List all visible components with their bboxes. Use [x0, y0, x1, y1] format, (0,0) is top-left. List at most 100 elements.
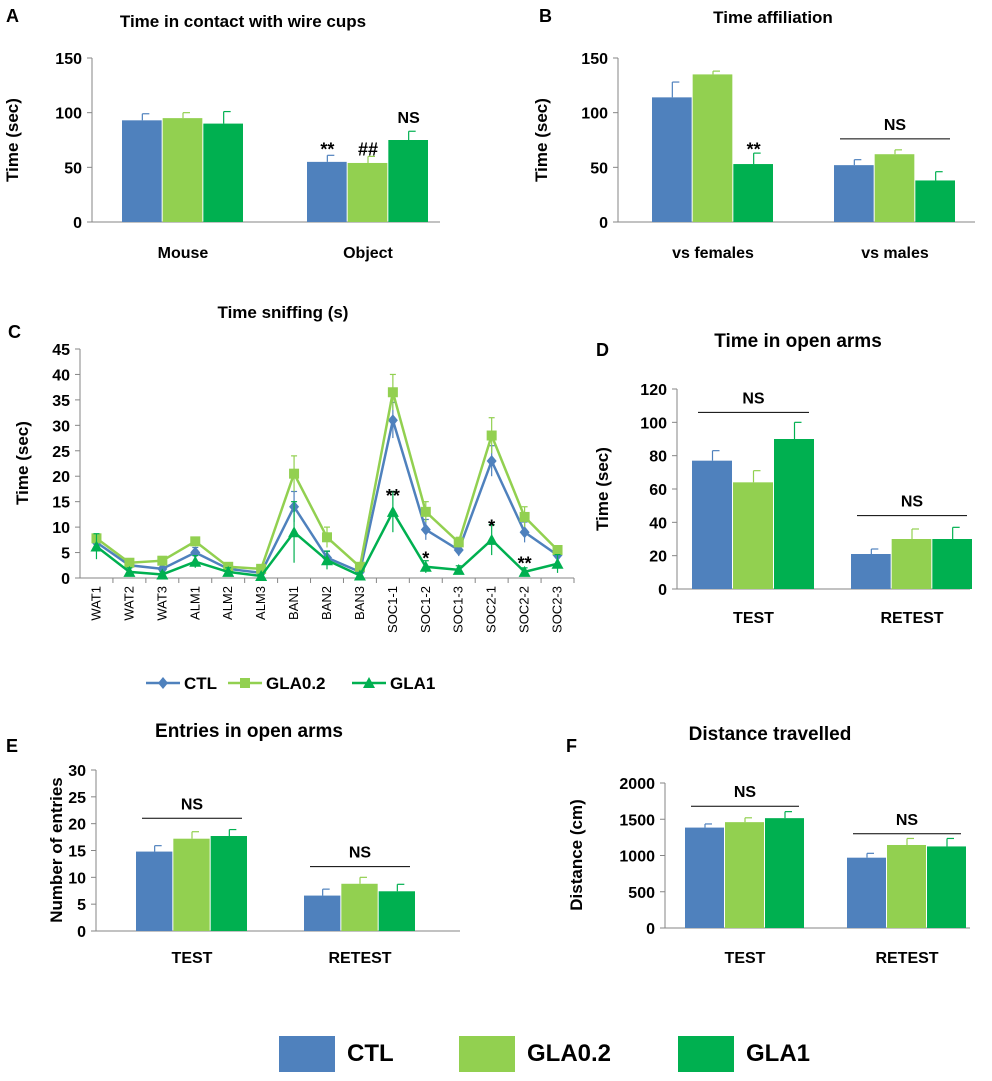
significance-label: ## — [358, 140, 378, 160]
point-gla1 — [189, 555, 202, 567]
bar-gla1-vs-males — [915, 180, 955, 222]
y-tick-label: 30 — [68, 763, 86, 780]
x-tick-label: WAT1 — [88, 586, 103, 621]
bar-ctl-retest — [847, 857, 886, 928]
legend-marker-ctl — [158, 677, 168, 689]
chart-title: Distance travelled — [689, 724, 852, 745]
y-tick-label: 5 — [77, 897, 86, 914]
point-gla0.2 — [256, 563, 267, 574]
ns-label: NS — [734, 784, 757, 801]
y-tick-label: 50 — [590, 160, 608, 177]
bar-gla0.2-test — [725, 822, 764, 928]
point-gla1 — [222, 565, 235, 577]
significance-label: ** — [747, 140, 761, 160]
bar-gla1-retest — [932, 539, 972, 589]
legend-label: GLA0.2 — [266, 674, 326, 693]
bar-gla0.2-vs-females — [692, 74, 733, 223]
x-tick-label: ALM2 — [220, 586, 235, 620]
bar-ctl-retest — [851, 554, 891, 589]
bar-gla1-retest — [927, 846, 966, 928]
y-tick-label: 20 — [52, 469, 70, 486]
point-gla1 — [518, 565, 531, 577]
bar-gla1-test — [765, 818, 804, 928]
significance-label: * — [488, 517, 495, 537]
bar-gla1-test — [774, 439, 814, 589]
x-tick-label: SOC1-3 — [451, 586, 466, 633]
point-gla0.2 — [157, 555, 168, 566]
point-gla1 — [321, 554, 333, 566]
x-tick-label: ALM1 — [187, 586, 202, 620]
point-gla1 — [419, 560, 432, 572]
y-tick-label: 100 — [55, 106, 82, 123]
panel-E: E Entries in open arms Number of entries 0 5… — [6, 721, 460, 967]
y-tick-label: 40 — [649, 515, 667, 532]
point-gla0.2 — [124, 557, 135, 568]
bar-ctl-mouse — [122, 120, 162, 222]
bar-ctl-vs-males — [834, 165, 874, 222]
y-tick-label: 10 — [68, 870, 86, 887]
y-tick-label: 25 — [52, 444, 70, 461]
significance-label: ** — [320, 140, 334, 160]
x-tick-label: SOC1-2 — [418, 586, 433, 633]
legend-label-gla0.2: GLA0.2 — [527, 1040, 612, 1067]
x-tick-label: SOC1-1 — [385, 586, 400, 633]
y-tick-label: 15 — [68, 844, 86, 861]
panel-label: C — [8, 322, 21, 342]
ns-label: NS — [884, 117, 907, 134]
x-tick-label: WAT3 — [154, 586, 169, 621]
point-ctl — [519, 526, 530, 539]
ns-label: NS — [181, 796, 204, 813]
bar-gla0.2-retest — [891, 539, 932, 589]
legend-marker-gla1 — [363, 677, 375, 688]
point-gla1 — [255, 569, 268, 581]
legend-swatch-gla1 — [678, 1036, 734, 1072]
y-tick-label: 15 — [52, 495, 70, 512]
category-label: TEST — [725, 950, 766, 967]
significance-label: NS — [398, 110, 421, 127]
chart-title: Entries in open arms — [155, 721, 343, 742]
bar-ctl-test — [136, 851, 173, 931]
y-axis-label: Time (sec) — [532, 98, 551, 182]
significance-label: ** — [386, 486, 400, 506]
line-chart-legend: CTL GLA0.2 GLA1 — [146, 674, 435, 693]
bar-ctl-object — [307, 161, 347, 222]
ns-label: NS — [349, 845, 372, 862]
bar-gla1-mouse — [203, 123, 243, 222]
legend-marker-gla0.2 — [240, 678, 250, 688]
point-gla1 — [90, 540, 103, 552]
panel-B: B Time affiliation Time (sec) 0 50 100 150 vs f… — [532, 6, 975, 262]
bar-ctl-test — [692, 460, 732, 589]
y-tick-label: 80 — [649, 449, 667, 466]
y-tick-label: 60 — [649, 482, 667, 499]
point-gla0.2 — [552, 545, 563, 556]
point-gla0.2 — [354, 561, 365, 572]
category-label: Mouse — [158, 245, 209, 262]
significance-label: ** — [518, 554, 532, 574]
point-ctl — [387, 414, 398, 427]
ns-label: NS — [742, 390, 765, 407]
bar-gla0.2-vs-males — [874, 154, 915, 222]
x-tick-label: BAN3 — [352, 586, 367, 620]
bar-gla1-test — [210, 836, 247, 931]
ns-label: NS — [901, 494, 924, 511]
y-axis-label: Time (sec) — [593, 447, 612, 531]
x-tick-label: ALM3 — [253, 586, 268, 620]
y-tick-label: 0 — [646, 921, 655, 938]
point-gla1 — [353, 569, 366, 581]
x-tick-label: SOC2-3 — [550, 586, 565, 633]
panel-label: D — [596, 340, 609, 360]
y-axis-label: Time (sec) — [13, 421, 32, 505]
point-gla1 — [386, 505, 399, 517]
y-tick-label: 10 — [52, 520, 70, 537]
x-tick-label: SOC2-2 — [517, 586, 532, 633]
category-label: Object — [343, 245, 393, 262]
y-tick-label: 120 — [640, 382, 667, 399]
bar-ctl-retest — [304, 895, 341, 931]
point-gla0.2 — [453, 537, 464, 548]
bar-gla1-vs-females — [733, 164, 773, 222]
legend-label-ctl: CTL — [347, 1040, 394, 1067]
chart-title: Time affiliation — [713, 8, 833, 27]
y-tick-label: 0 — [61, 571, 70, 588]
chart-title: Time in contact with wire cups — [120, 12, 366, 31]
